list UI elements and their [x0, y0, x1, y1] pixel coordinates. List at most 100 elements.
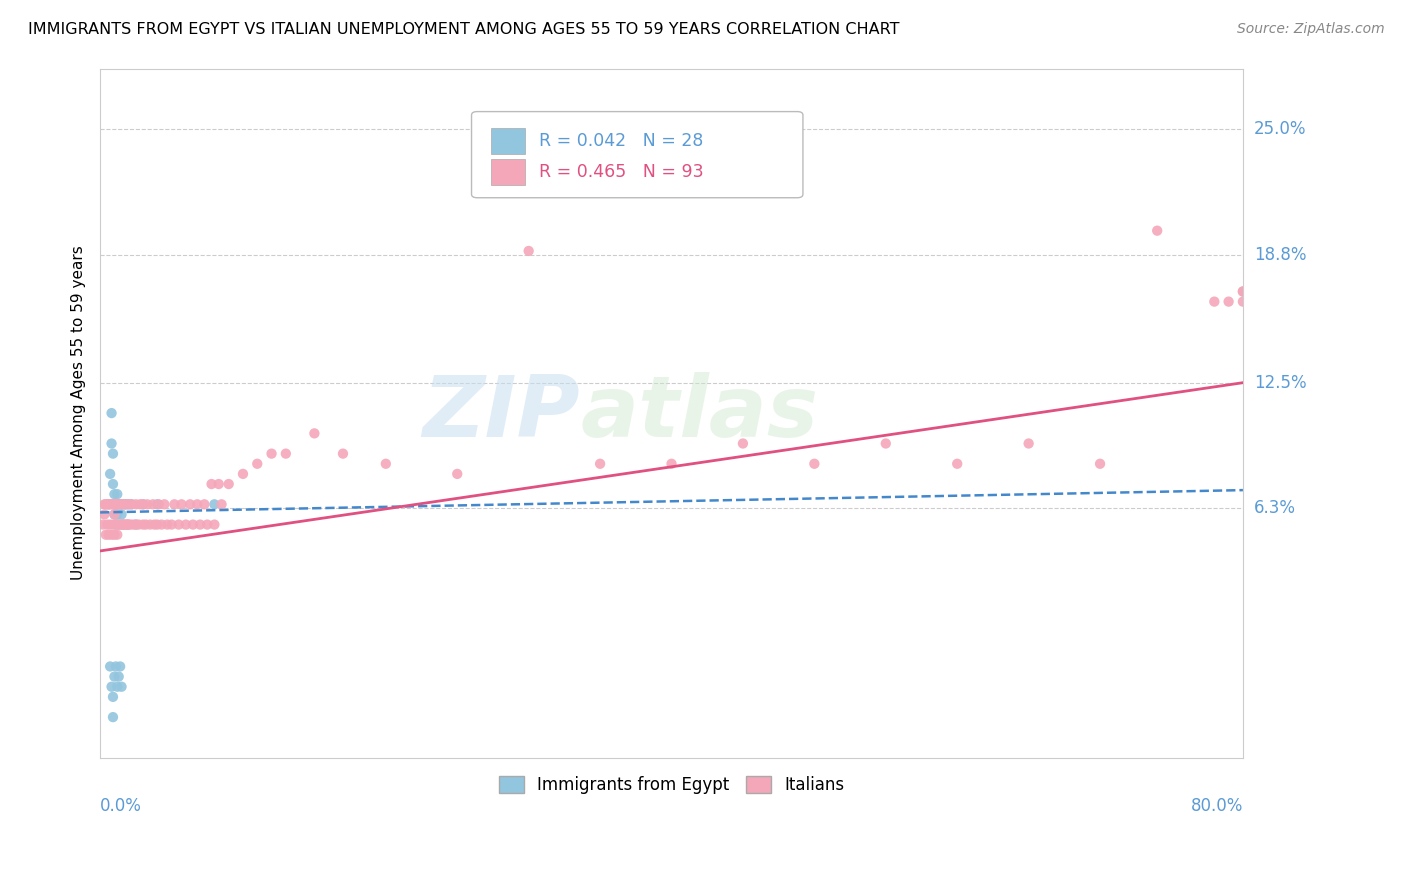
Point [120, 517, 142, 532]
Point [170, 497, 193, 511]
Point [105, 508, 128, 522]
Point [101, 690, 124, 704]
Point [104, 659, 127, 673]
Point [93, 508, 115, 522]
Point [232, 467, 254, 481]
Point [111, 517, 134, 532]
Point [105, 680, 128, 694]
Point [1146, 224, 1168, 238]
Point [118, 497, 141, 511]
Point [110, 497, 132, 511]
Point [111, 497, 134, 511]
Point [661, 457, 683, 471]
Point [148, 497, 170, 511]
Point [179, 497, 201, 511]
Point [875, 436, 897, 450]
Point [332, 447, 354, 461]
Point [103, 497, 125, 511]
Point [103, 670, 125, 684]
Point [103, 527, 125, 541]
Point [110, 497, 132, 511]
Text: 80.0%: 80.0% [1191, 797, 1243, 814]
Point [132, 517, 155, 532]
Point [211, 497, 233, 511]
Point [142, 497, 165, 511]
Text: 0.0%: 0.0% [100, 797, 142, 814]
Point [107, 497, 129, 511]
Y-axis label: Unemployment Among Ages 55 to 59 years: Unemployment Among Ages 55 to 59 years [72, 245, 86, 581]
Point [98, 467, 121, 481]
Point [111, 517, 134, 532]
Point [163, 497, 186, 511]
Point [101, 517, 124, 532]
Point [125, 517, 148, 532]
Point [156, 517, 179, 532]
Point [208, 477, 231, 491]
Point [107, 517, 129, 532]
Point [101, 497, 124, 511]
Point [135, 517, 157, 532]
Text: ZIP: ZIP [422, 372, 581, 455]
Point [103, 508, 125, 522]
Point [174, 517, 197, 532]
Point [200, 477, 222, 491]
Point [122, 517, 145, 532]
Point [104, 517, 127, 532]
Point [98, 497, 121, 511]
Point [132, 497, 155, 511]
Point [139, 517, 162, 532]
Point [103, 487, 125, 501]
Point [246, 457, 269, 471]
Point [117, 517, 139, 532]
Point [121, 497, 143, 511]
Point [94, 527, 117, 541]
Point [97, 527, 120, 541]
Text: 18.8%: 18.8% [1254, 246, 1306, 264]
Point [117, 517, 139, 532]
Point [136, 497, 159, 511]
Point [153, 497, 176, 511]
Point [132, 497, 155, 511]
Point [160, 517, 183, 532]
Point [97, 497, 120, 511]
Point [1018, 436, 1040, 450]
Point [128, 517, 150, 532]
Point [100, 497, 122, 511]
Point [112, 517, 135, 532]
Point [96, 517, 118, 532]
Text: 12.5%: 12.5% [1254, 374, 1306, 392]
Point [118, 517, 141, 532]
Point [104, 517, 127, 532]
Point [946, 457, 969, 471]
Point [803, 457, 825, 471]
FancyBboxPatch shape [491, 159, 526, 185]
Point [100, 406, 122, 420]
Point [1232, 285, 1254, 299]
Text: R = 0.465   N = 93: R = 0.465 N = 93 [538, 163, 703, 181]
Point [110, 508, 132, 522]
Point [304, 426, 326, 441]
Point [107, 497, 129, 511]
Point [146, 497, 169, 511]
Point [118, 497, 141, 511]
Point [125, 517, 148, 532]
Text: 25.0%: 25.0% [1254, 120, 1306, 138]
Point [107, 517, 129, 532]
Point [94, 497, 117, 511]
Point [1088, 457, 1111, 471]
Point [100, 680, 122, 694]
Point [115, 497, 138, 511]
Point [146, 517, 169, 532]
Point [143, 517, 166, 532]
Point [110, 680, 132, 694]
Text: Source: ZipAtlas.com: Source: ZipAtlas.com [1237, 22, 1385, 37]
Point [108, 497, 131, 511]
Point [218, 477, 240, 491]
Point [103, 508, 125, 522]
Point [91, 517, 114, 532]
Point [108, 659, 131, 673]
Point [167, 517, 190, 532]
Point [105, 527, 128, 541]
Legend: Immigrants from Egypt, Italians: Immigrants from Egypt, Italians [492, 770, 851, 801]
Point [186, 497, 208, 511]
